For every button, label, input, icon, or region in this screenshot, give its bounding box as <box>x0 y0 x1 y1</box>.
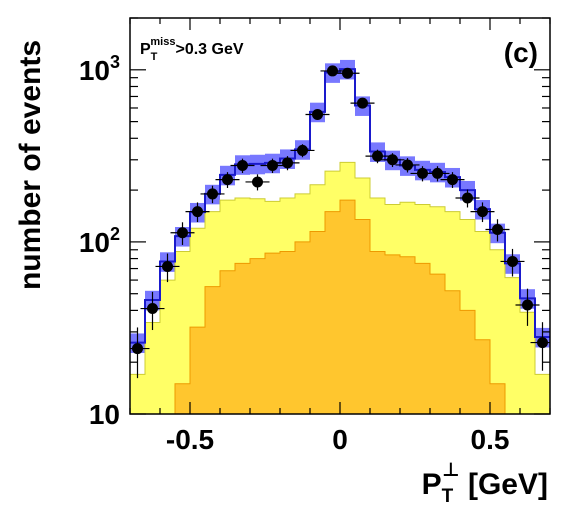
component-2-bin <box>460 310 475 414</box>
component-2-bin <box>220 270 235 414</box>
component-1-bin <box>130 374 145 414</box>
x-tick-label: -0.5 <box>166 424 214 455</box>
component-2-bin <box>445 290 460 414</box>
component-2-outline <box>130 199 550 414</box>
component-1-bin <box>520 312 535 414</box>
data-point <box>492 224 503 236</box>
component-2-bin <box>250 258 265 414</box>
component-2-bin <box>235 263 250 414</box>
data-point <box>477 206 488 218</box>
data-point <box>192 206 203 218</box>
component-1-bin <box>160 280 175 414</box>
component-1-bin <box>145 322 160 414</box>
component-2-bin <box>385 254 400 414</box>
y-tick-label: 103 <box>79 52 120 86</box>
component-1-bin <box>535 374 550 414</box>
data-point <box>462 192 473 204</box>
component-2-bin <box>295 241 310 414</box>
data-point <box>357 97 368 109</box>
y-tick-label: 102 <box>79 224 120 258</box>
component-1-bin <box>490 249 505 414</box>
data-point <box>222 174 233 186</box>
component-2-bin <box>370 251 385 414</box>
data-point <box>447 174 458 186</box>
data-point <box>177 227 188 239</box>
data-point <box>342 67 353 79</box>
component-2-bin <box>430 274 445 414</box>
x-tick-label: 0.5 <box>471 424 510 455</box>
component-2-bin <box>340 200 355 414</box>
data-point <box>237 159 248 171</box>
data-point <box>207 188 218 200</box>
component-2-bin <box>415 263 430 414</box>
component-2-bin <box>205 286 220 414</box>
data-point <box>252 176 263 188</box>
plot-content <box>130 59 550 414</box>
component-1-bin <box>175 251 190 414</box>
data-point <box>387 154 398 166</box>
cut-label: PTmiss>0.3 GeV <box>140 36 244 63</box>
y-axis-label: number of events <box>14 40 47 290</box>
data-point <box>432 167 443 179</box>
panel-label: (c) <box>504 37 538 68</box>
data-point <box>162 260 173 272</box>
plot-area <box>130 59 550 414</box>
component-2-bin <box>355 219 370 414</box>
data-point <box>417 167 428 179</box>
data-point <box>522 299 533 311</box>
data-point <box>537 337 548 349</box>
y-tick-label: 10 <box>89 399 120 430</box>
component-2-bin <box>400 256 415 414</box>
component-1-outline <box>130 161 550 375</box>
component-2-bin <box>265 253 280 414</box>
data-point <box>402 159 413 171</box>
component-2-bin <box>175 383 190 414</box>
x-tick-label: 0 <box>332 424 348 455</box>
data-point <box>372 150 383 162</box>
component-2-bin <box>310 231 325 414</box>
data-point <box>282 157 293 169</box>
component-2-bin <box>490 383 505 414</box>
data-point <box>327 65 338 77</box>
data-point <box>312 108 323 120</box>
data-point <box>297 144 308 156</box>
data-point <box>507 255 518 267</box>
data-point <box>267 159 278 171</box>
data-point <box>132 343 143 355</box>
x-axis-label: PT⊥ [GeV] <box>422 460 548 507</box>
axes-frame: -0.5 0 0.5 10 102 103 <box>79 17 551 455</box>
component-2-bin <box>475 339 490 414</box>
component-2-bin <box>280 251 295 414</box>
component-2-bin <box>325 211 340 414</box>
component-2-bin <box>190 327 205 414</box>
labels: (c) PTmiss>0.3 GeV number of events PT⊥ … <box>14 36 548 507</box>
data-point <box>147 303 158 315</box>
component-1-bin <box>505 277 520 414</box>
